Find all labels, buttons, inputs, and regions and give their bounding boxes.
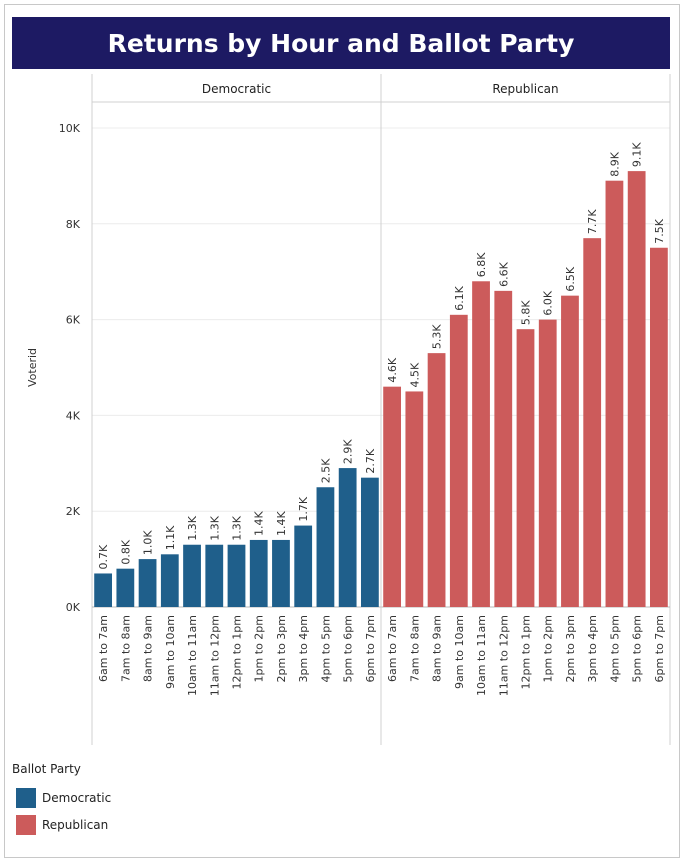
x-tick-label: 6am to 7am bbox=[386, 615, 399, 682]
data-label: 1.3K bbox=[231, 515, 244, 540]
data-label: 6.6K bbox=[497, 261, 510, 286]
x-tick-label: 2pm to 3pm bbox=[275, 615, 288, 682]
bar-democratic bbox=[160, 554, 179, 607]
bar-democratic bbox=[116, 568, 135, 607]
data-label: 6.1K bbox=[453, 285, 466, 310]
bar-republican bbox=[405, 391, 424, 607]
x-tick-label: 3pm to 4pm bbox=[297, 615, 310, 682]
bar-republican bbox=[561, 295, 579, 607]
bar-republican bbox=[427, 353, 446, 607]
y-tick-label: 6K bbox=[66, 314, 81, 327]
chart-title: Returns by Hour and Ballot Party bbox=[12, 17, 670, 69]
bar-republican bbox=[516, 329, 535, 607]
bar-republican bbox=[627, 171, 646, 608]
x-tick-label: 7am to 8am bbox=[408, 615, 421, 682]
legend-label-republican: Republican bbox=[42, 817, 109, 832]
data-label: 2.7K bbox=[364, 448, 377, 473]
bar-republican bbox=[494, 290, 513, 607]
y-tick-label: 2K bbox=[66, 505, 81, 518]
data-label: 6.8K bbox=[475, 252, 488, 277]
y-axis-label: Voterid bbox=[26, 348, 39, 387]
data-label: 2.9K bbox=[342, 439, 355, 464]
bar-republican bbox=[449, 314, 468, 607]
legend-swatch-republican bbox=[16, 814, 36, 835]
x-tick-label: 8am to 9am bbox=[142, 615, 155, 682]
x-tick-label: 2pm to 3pm bbox=[564, 615, 577, 682]
data-label: 6.5K bbox=[564, 266, 577, 291]
data-label: 5.8K bbox=[520, 300, 533, 325]
x-tick-label: 10am to 11am bbox=[475, 615, 488, 696]
legend-title: Ballot Party bbox=[12, 762, 81, 776]
x-tick-label: 6pm to 7pm bbox=[364, 615, 377, 682]
data-label: 1.3K bbox=[186, 515, 199, 540]
bar-democratic bbox=[205, 544, 224, 607]
data-label: 2.5K bbox=[319, 458, 332, 483]
bar-democratic bbox=[338, 468, 357, 607]
bar-democratic bbox=[183, 544, 201, 607]
bar-republican bbox=[472, 281, 490, 607]
data-label: 1.4K bbox=[253, 510, 266, 535]
legend-swatch-democratic bbox=[16, 787, 36, 808]
panel-header-democratic: Democratic bbox=[202, 82, 271, 96]
bar-democratic bbox=[249, 539, 268, 607]
x-tick-label: 1pm to 2pm bbox=[542, 615, 555, 682]
data-label: 8.9K bbox=[608, 151, 621, 176]
x-tick-label: 12pm to 1pm bbox=[520, 615, 533, 689]
bar-republican bbox=[583, 238, 602, 608]
y-tick-label: 10K bbox=[59, 122, 81, 135]
x-tick-label: 9am to 10am bbox=[164, 615, 177, 689]
x-tick-label: 1pm to 2pm bbox=[253, 615, 266, 682]
x-tick-label: 9am to 10am bbox=[453, 615, 466, 689]
data-label: 4.5K bbox=[408, 362, 421, 387]
bar-democratic bbox=[138, 559, 157, 607]
bar-republican bbox=[605, 180, 624, 607]
x-tick-label: 6pm to 7pm bbox=[653, 615, 666, 682]
data-label: 6.0K bbox=[542, 290, 555, 315]
x-tick-label: 3pm to 4pm bbox=[586, 615, 599, 682]
x-tick-label: 11am to 12pm bbox=[497, 615, 510, 696]
bar-democratic bbox=[294, 525, 313, 607]
data-label: 9.1K bbox=[631, 142, 644, 167]
data-label: 1.4K bbox=[275, 510, 288, 535]
data-label: 1.1K bbox=[164, 525, 177, 550]
data-label: 7.5K bbox=[653, 218, 666, 243]
x-tick-label: 6am to 7am bbox=[97, 615, 110, 682]
panel-header-republican: Republican bbox=[492, 82, 558, 96]
data-label: 4.6K bbox=[386, 357, 399, 382]
y-tick-label: 0K bbox=[66, 601, 81, 614]
data-label: 1.0K bbox=[142, 530, 155, 555]
bar-republican bbox=[383, 386, 402, 607]
x-tick-label: 12pm to 1pm bbox=[231, 615, 244, 689]
y-tick-label: 8K bbox=[66, 218, 81, 231]
x-tick-label: 4pm to 5pm bbox=[608, 615, 621, 682]
bar-democratic bbox=[227, 544, 246, 607]
legend-label-democratic: Democratic bbox=[42, 790, 112, 805]
bar-democratic bbox=[272, 539, 290, 607]
x-tick-label: 5pm to 6pm bbox=[631, 615, 644, 682]
x-tick-label: 10am to 11am bbox=[186, 615, 199, 696]
bar-republican bbox=[649, 247, 668, 607]
x-tick-label: 11am to 12pm bbox=[208, 615, 221, 696]
bar-republican bbox=[538, 319, 557, 607]
x-tick-label: 8am to 9am bbox=[431, 615, 444, 682]
y-tick-label: 4K bbox=[66, 409, 81, 422]
legend-item-republican[interactable]: Republican bbox=[12, 813, 111, 836]
bar-democratic bbox=[360, 477, 379, 607]
data-label: 7.7K bbox=[586, 209, 599, 234]
data-label: 0.8K bbox=[119, 539, 132, 564]
data-label: 1.3K bbox=[208, 515, 221, 540]
x-tick-label: 4pm to 5pm bbox=[319, 615, 332, 682]
bar-democratic bbox=[316, 487, 335, 607]
legend: Ballot Party Democratic Republican bbox=[12, 762, 111, 840]
data-label: 0.7K bbox=[97, 544, 110, 569]
data-label: 5.3K bbox=[431, 324, 444, 349]
x-tick-label: 5pm to 6pm bbox=[342, 615, 355, 682]
bar-democratic bbox=[94, 573, 113, 607]
legend-item-democratic[interactable]: Democratic bbox=[12, 786, 111, 809]
x-tick-label: 7am to 8am bbox=[119, 615, 132, 682]
data-label: 1.7K bbox=[297, 496, 310, 521]
